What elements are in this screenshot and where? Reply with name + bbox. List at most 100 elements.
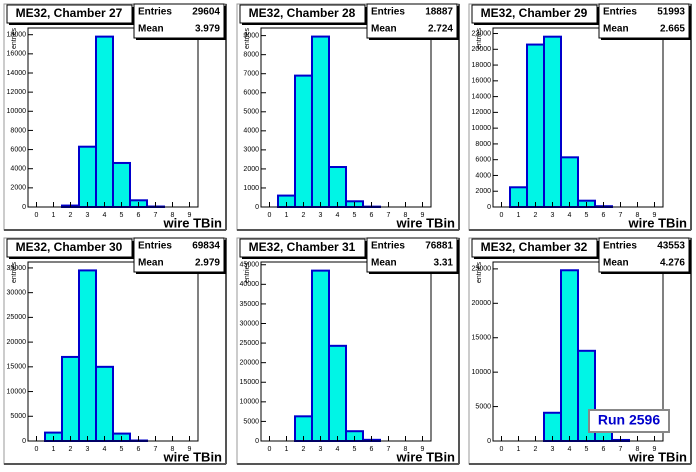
plot-frame xyxy=(260,261,432,442)
bar xyxy=(311,35,330,208)
title-box xyxy=(471,4,598,24)
x-tick-label: 3 xyxy=(319,212,323,219)
x-tick-label: 6 xyxy=(370,212,374,219)
x-tick-label: 8 xyxy=(636,446,640,453)
y-axis-label: entries xyxy=(11,262,18,284)
annotation-box xyxy=(588,409,670,433)
stats-value: 2.665 xyxy=(660,24,685,35)
y-tick-label: 10000 xyxy=(472,125,492,132)
y-axis-label: entries xyxy=(11,28,18,50)
x-tick-label: 3 xyxy=(551,212,555,219)
y-tick-label: 14000 xyxy=(472,93,492,100)
pad-frame xyxy=(236,237,460,465)
stats-box xyxy=(598,237,690,273)
x-axis-label: wire TBin xyxy=(395,449,455,464)
title-box xyxy=(239,238,366,258)
y-tick-label: 0 xyxy=(255,204,259,211)
y-tick-label: 5000 xyxy=(243,418,259,425)
stats-box xyxy=(133,237,225,273)
stats-value: 18887 xyxy=(425,7,453,18)
y-tick-label: 1000 xyxy=(243,185,259,192)
y-tick-label: 16000 xyxy=(472,78,492,85)
x-tick-label: 5 xyxy=(353,212,357,219)
y-tick-label: 15000 xyxy=(240,379,260,386)
y-tick-label: 25000 xyxy=(7,314,27,321)
y-tick-label: 0 xyxy=(22,204,26,211)
x-tick-label: 8 xyxy=(404,446,408,453)
bar xyxy=(61,355,80,443)
x-tick-label: 3 xyxy=(86,212,90,219)
y-tick-label: 4000 xyxy=(10,166,26,173)
panel: 0 5000 10000 15000 20000 25000 30000 35000 0 1 2 3 4… xyxy=(3,237,227,465)
stats-value: 43553 xyxy=(657,241,685,252)
chart-title: ME32, Chamber 28 xyxy=(249,6,356,20)
title-box xyxy=(6,238,133,258)
stats-label: Mean xyxy=(603,24,629,35)
chart-title: ME32, Chamber 29 xyxy=(481,6,588,20)
stats-box xyxy=(133,3,225,39)
y-axis-label: entries xyxy=(476,28,483,50)
pad-frame xyxy=(468,3,692,231)
stats-label: Mean xyxy=(371,24,397,35)
y-tick-label: 15000 xyxy=(472,335,492,342)
y-tick-label: 30000 xyxy=(7,290,27,297)
stats-value: 4.276 xyxy=(660,258,685,269)
x-axis-label: wire TBin xyxy=(627,449,687,464)
stats-value: 76881 xyxy=(425,241,453,252)
x-tick-label: 9 xyxy=(653,212,657,219)
x-axis-label: wire TBin xyxy=(627,215,687,230)
y-tick-label: 35000 xyxy=(7,265,27,272)
x-tick-label: 6 xyxy=(602,212,606,219)
y-tick-label: 0 xyxy=(487,204,491,211)
stats-value: 29604 xyxy=(192,7,220,18)
y-tick-label: 10000 xyxy=(7,108,27,115)
bar xyxy=(560,269,579,442)
x-tick-label: 2 xyxy=(302,212,306,219)
chart-title: ME32, Chamber 31 xyxy=(249,240,356,254)
y-tick-label: 2000 xyxy=(10,185,26,192)
x-tick-label: 4 xyxy=(336,446,340,453)
stats-label: Entries xyxy=(603,7,637,18)
x-tick-label: 3 xyxy=(319,446,323,453)
stats-value: 69834 xyxy=(192,241,220,252)
x-tick-label: 6 xyxy=(602,446,606,453)
x-tick-label: 8 xyxy=(171,212,175,219)
y-tick-label: 10000 xyxy=(472,369,492,376)
x-tick-label: 7 xyxy=(619,446,623,453)
stats-box xyxy=(366,237,458,273)
x-tick-label: 0 xyxy=(268,446,272,453)
x-tick-label: 0 xyxy=(500,446,504,453)
bar xyxy=(112,161,131,208)
x-tick-label: 5 xyxy=(585,212,589,219)
y-tick-label: 8000 xyxy=(10,127,26,134)
panel: 0 1000 2000 3000 4000 5000 6000 7000 8000 9000 0 1 2… xyxy=(236,3,460,231)
plot-frame xyxy=(27,27,199,208)
x-tick-label: 6 xyxy=(137,446,141,453)
x-tick-label: 8 xyxy=(171,446,175,453)
x-tick-label: 4 xyxy=(103,212,107,219)
y-axis-label: entries xyxy=(244,262,251,284)
x-tick-label: 0 xyxy=(35,446,39,453)
x-tick-label: 4 xyxy=(103,446,107,453)
x-tick-label: 6 xyxy=(370,446,374,453)
bar xyxy=(95,365,114,443)
x-tick-label: 7 xyxy=(387,446,391,453)
y-tick-label: 3000 xyxy=(243,147,259,154)
y-tick-label: 45000 xyxy=(240,262,260,269)
stats-label: Mean xyxy=(138,24,164,35)
x-tick-label: 0 xyxy=(268,212,272,219)
y-tick-label: 12000 xyxy=(472,109,492,116)
y-tick-label: 25000 xyxy=(472,266,492,273)
x-tick-label: 7 xyxy=(154,446,158,453)
panel: 0 5000 10000 15000 20000 25000 30000 35000 40000… xyxy=(236,237,460,465)
y-tick-label: 0 xyxy=(255,438,259,445)
bar xyxy=(328,166,347,208)
y-tick-label: 8000 xyxy=(475,141,491,148)
y-tick-label: 10000 xyxy=(7,388,27,395)
stats-label: Entries xyxy=(603,241,637,252)
y-tick-label: 2000 xyxy=(475,188,491,195)
x-tick-label: 5 xyxy=(120,446,124,453)
x-tick-label: 4 xyxy=(568,446,572,453)
